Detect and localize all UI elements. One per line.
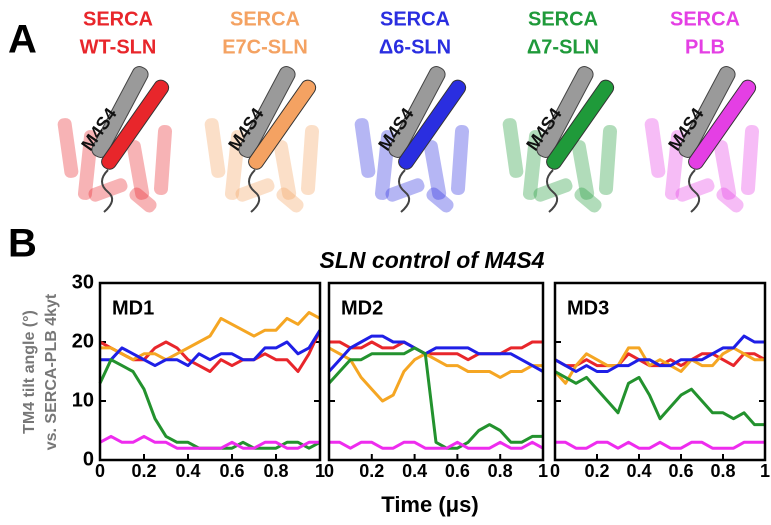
y-tick-label: 10	[72, 389, 94, 411]
x-tick-label: 0.2	[131, 461, 156, 481]
structure	[57, 64, 173, 215]
structure-label: SERCA	[83, 8, 153, 30]
y-axis-label: TM4 tilt angle (°)	[21, 310, 38, 434]
helix	[741, 125, 760, 196]
helix	[204, 117, 226, 178]
x-tick-label: 0.6	[445, 461, 470, 481]
helix	[154, 125, 173, 196]
x-tick-label: 0	[324, 461, 334, 481]
series-line	[555, 372, 765, 425]
x-tick-label: 0	[95, 461, 105, 481]
x-tick-label: 0.4	[626, 461, 651, 481]
structure	[354, 64, 470, 215]
helix	[599, 125, 618, 196]
x-tick-label: 0.6	[668, 461, 693, 481]
structure-label: Δ6-SLN	[379, 36, 451, 58]
x-axis-label: Time (μs)	[381, 492, 478, 517]
x-tick-label: 0.2	[359, 461, 384, 481]
x-tick-label: 0.4	[402, 461, 427, 481]
chart-title: SLN control of M4S4	[320, 247, 545, 273]
helix	[57, 117, 79, 178]
y-tick-label: 20	[72, 330, 94, 352]
structure-label: SERCA	[380, 8, 450, 30]
series-line	[329, 342, 543, 360]
helix	[644, 117, 666, 178]
series-line	[329, 348, 543, 448]
structure	[502, 64, 618, 215]
helix	[354, 117, 376, 178]
x-tick-label: 1	[538, 461, 548, 481]
x-tick-label: 0.6	[219, 461, 244, 481]
subplot-title: MD1	[112, 297, 154, 319]
x-tick-label: 0.8	[710, 461, 735, 481]
series-line	[329, 348, 543, 401]
structure-label: Δ7-SLN	[527, 36, 599, 58]
x-tick-label: 0.2	[584, 461, 609, 481]
x-tick-label: 0.8	[263, 461, 288, 481]
subplot-title: MD2	[341, 297, 383, 319]
x-tick-label: 0.4	[175, 461, 200, 481]
helix	[301, 125, 320, 196]
y-tick-label: 30	[72, 271, 94, 293]
structure-label: WT-SLN	[80, 36, 157, 58]
structure-label: E7C-SLN	[222, 36, 308, 58]
x-tick-label: 0.8	[488, 461, 513, 481]
y-tick-label: 0	[83, 448, 94, 470]
structure	[644, 64, 760, 215]
panel-label: B	[8, 222, 37, 266]
x-tick-label: 1	[760, 461, 770, 481]
y-axis-label: vs. SERCA-PLB 4kyt	[43, 293, 60, 450]
subplot-title: MD3	[567, 297, 609, 319]
structure-label: SERCA	[528, 8, 598, 30]
structure-label: PLB	[685, 36, 725, 58]
structure	[204, 64, 320, 215]
structure-label: SERCA	[670, 8, 740, 30]
helix	[451, 125, 470, 196]
structure-label: SERCA	[230, 8, 300, 30]
figure: A B SLN control of M4S4 Time (μs) TM4 ti…	[0, 0, 771, 525]
panel-label: A	[8, 18, 37, 62]
helix	[502, 117, 524, 178]
series-line	[555, 442, 765, 448]
x-tick-label: 0	[550, 461, 560, 481]
